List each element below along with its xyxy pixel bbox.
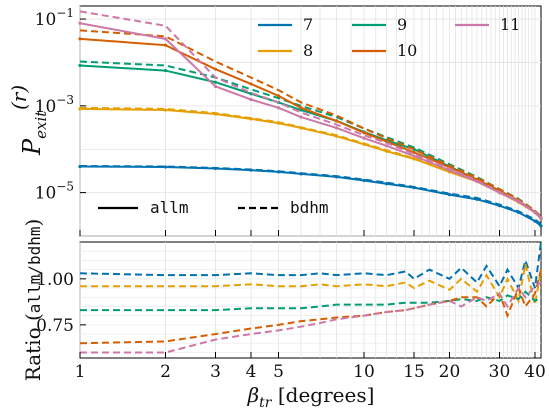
bottom-xtick-label: 10 [353,362,375,382]
bottom-xtick-label: 30 [489,362,511,382]
top-series-10-dashed [79,29,542,218]
top-point-11 [384,144,389,148]
bottom-ylabel-suffix: ) [21,219,45,227]
top-point-10 [299,106,303,110]
bottom-series-lines [79,241,542,354]
bottom-y-ticks: 1.00 0.75 [36,270,86,336]
top-point-9 [78,63,82,68]
top-x-ticks [79,230,536,236]
ratio-series-11 [80,281,542,354]
top-point-10 [78,37,82,41]
top-point-7 [362,178,366,183]
bottom-xtick-label: 3 [210,362,221,382]
bottom-grid [79,242,541,358]
top-point-10 [412,150,416,154]
legend-label-8: 8 [303,41,313,60]
ratio-series-10 [79,269,542,345]
top-ytick-label: 10−3 [35,93,74,117]
top-point-11 [78,21,82,25]
top-point-11 [276,106,281,110]
bottom-y-axis-label: Ratio (allm/bdhm) [21,219,45,382]
top-point-7 [539,224,543,228]
top-point-10 [276,94,281,98]
xlabel-unit: [degrees] [271,383,374,407]
top-point-11 [299,115,303,119]
bottom-ytick-label: 0.75 [36,316,74,336]
top-point-7 [447,193,452,197]
top-series-lines [78,10,543,228]
top-point-9 [163,68,168,73]
top-point-11 [334,126,339,130]
legend-label-7: 7 [303,15,313,34]
x-axis-label: βtr [degrees] [247,383,375,411]
top-point-11 [539,216,543,220]
bottom-ylabel-prefix: Ratio ( [21,313,45,381]
legend-style-label-allm: allm [150,198,189,217]
top-y-axis-label: Pexit [18,110,50,156]
bottom-xtick-label: 20 [439,362,461,382]
top-point-10 [249,82,253,86]
bottom-xtick-label: 15 [403,362,425,382]
top-series-7-dashed [79,165,542,225]
bottom-xtick-label: 2 [160,362,171,382]
bottom-xtick-label: 4 [246,362,257,382]
legend-label-10: 10 [397,41,417,60]
legend-styles: allm bdhm [98,198,329,217]
bottom-x-ticks: 1 2 3 4 5 10 15 20 30 40 [75,352,546,382]
bottom-panel: 1.00 0.75 1 2 3 4 5 10 15 20 30 40 Ratio (allm/bdh… [21,219,546,411]
legend-numbers: 7 8 9 10 11 [258,15,520,60]
top-point-11 [213,84,218,89]
ratio-series-9 [80,290,542,312]
top-ytick-label: 10−5 [35,180,74,204]
ratio-series-7 [79,241,542,291]
top-point-8 [163,108,168,112]
top-ylabel-sup: (r) [7,85,31,110]
legend-style-label-bdhm: bdhm [290,198,329,217]
top-point-10 [334,119,339,123]
top-point-11 [362,136,366,140]
top-point-10 [163,43,168,47]
bottom-ylabel-mono: allm/bdhm [25,227,44,314]
top-series-11-dashed [79,10,542,219]
bottom-ytick-label: 1.00 [36,270,74,290]
legend-label-9: 9 [397,15,407,34]
ratio-series-8 [80,263,542,305]
xlabel-sub: tr [259,395,273,411]
top-ylabel-main: P [18,138,46,156]
bottom-xtick-label: 1 [75,362,86,382]
top-point-11 [412,154,416,158]
top-point-7 [163,165,168,169]
top-point-10 [362,131,366,135]
top-point-9 [299,108,303,112]
top-point-8 [412,157,416,161]
top-point-11 [163,37,168,41]
top-ytick-label: 10−1 [35,6,74,30]
top-point-9 [213,80,218,84]
xlabel-main: β [247,383,260,407]
top-panel: 10−1 10−3 10−5 Pexit (r) 7 8 9 10 11 allm bdhm [7,5,543,237]
top-y-ticks: 10−1 10−3 10−5 [35,6,86,204]
top-point-11 [249,97,253,102]
bottom-xtick-label: 5 [273,362,284,382]
top-series-7-solid [79,165,542,227]
bottom-xtick-label: 40 [524,362,546,382]
top-ylabel-sub: exit [32,110,50,139]
legend-label-11: 11 [500,15,520,34]
top-point-10 [213,67,218,71]
